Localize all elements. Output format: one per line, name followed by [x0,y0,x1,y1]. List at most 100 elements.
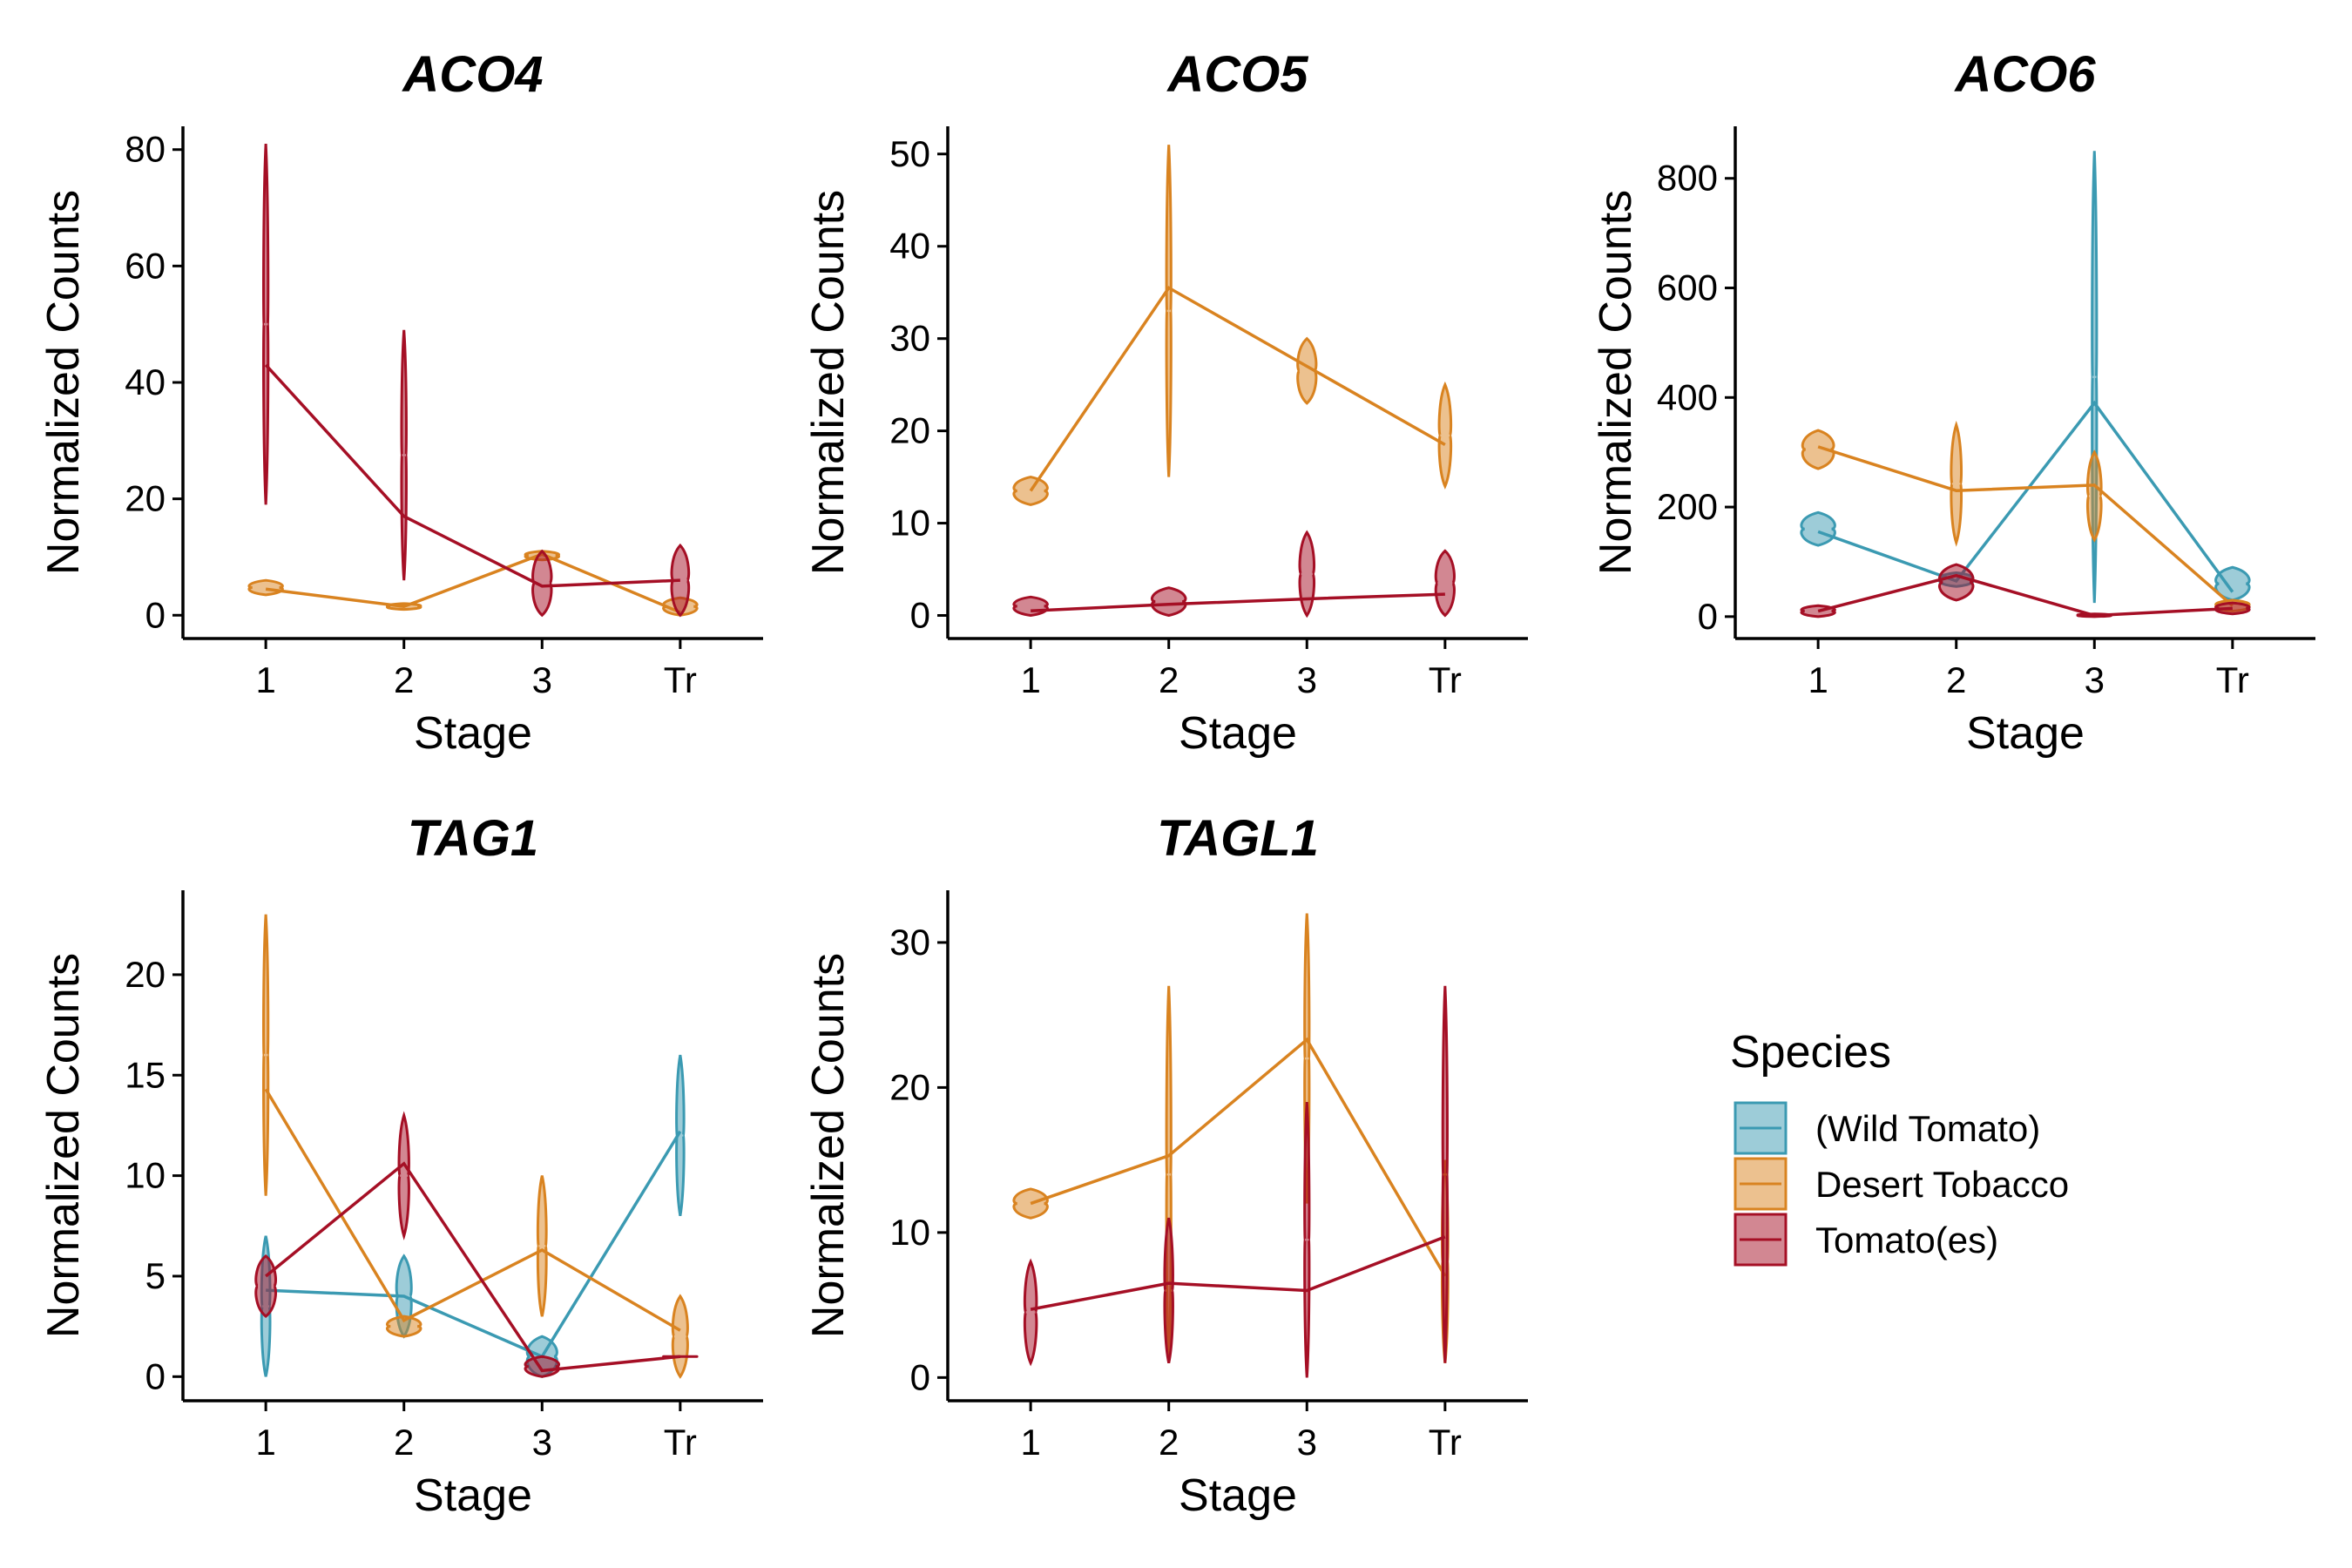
violin-desert-tobacco-2 [385,1315,422,1338]
x-tick-label: 3 [1297,1422,1317,1463]
mean-line-tomato-es [1031,592,1445,612]
violin-desert-tobacco-1 [1801,429,1835,470]
y-tick-label: 0 [910,1356,930,1397]
series-tomato-es [262,143,691,618]
y-tick-label: 800 [1657,158,1718,199]
violin-desert-tobacco-1 [262,914,270,1196]
y-tick-label: 20 [125,954,166,995]
y-axis-title: Normalized Counts [1591,190,1641,575]
legend-title: Species [1730,1027,1891,1078]
y-tick-label: 600 [1657,267,1718,308]
violin-desert-tobacco-tr [671,1294,689,1379]
y-axis-title: Normalized Counts [803,190,854,575]
y-axis-title: Normalized Counts [803,953,854,1338]
violin-desert-tobacco-3 [2085,449,2103,543]
violin-tomato-es-2 [397,1111,410,1240]
y-tick-label: 20 [125,478,166,519]
y-tick-label: 0 [910,595,930,636]
mean-line-wild-tomato [266,1130,682,1359]
y-tick-label: 5 [145,1255,166,1296]
mean-line-desert-tobacco [264,1088,681,1332]
series-tomato-es [1023,985,1449,1378]
y-tick-label: 10 [889,503,930,544]
violin-tomato-es-tr [1441,985,1449,1363]
y-tick-label: 400 [1657,376,1718,417]
x-axis-title: Stage [1179,1470,1297,1521]
violin-desert-tobacco-1 [1012,476,1049,506]
mean-line-desert-tobacco [1029,286,1446,492]
series-desert-tobacco [1012,145,1453,506]
x-tick-label: Tr [1429,1422,1462,1463]
violin-tomato-es-2 [1151,586,1187,618]
violin-tomato-es-1 [262,143,270,505]
series-desert-tobacco [262,914,689,1379]
x-tick-label: Tr [664,659,697,700]
panel-title: ACO4 [401,46,543,103]
x-axis-title: Stage [1966,708,2085,759]
violin-desert-tobacco-2 [1950,420,1963,547]
panel-tagl1: TAGL1 0 10 20 30 1 2 3 Tr Stage Normalized Counts [803,810,1528,1521]
violin-tomato-es-tr [2214,601,2251,616]
violin-tomato-es-3 [1303,1101,1311,1378]
x-tick-label: 1 [1808,659,1828,700]
x-tick-label: 1 [1020,659,1040,700]
legend: Species (Wild Tomato) Desert Tobacco Tomat… [1730,1027,2069,1267]
violin-tomato-es-2 [1163,1217,1174,1364]
x-tick-label: 3 [2085,659,2105,700]
violin-wild-tomato-tr [675,1054,686,1217]
violin-tomato-es-3 [1298,530,1316,618]
y-tick-label: 40 [125,362,166,402]
legend-label-wild-tomato: (Wild Tomato) [1815,1108,2040,1149]
y-tick-label: 10 [889,1212,930,1253]
series-tomato-es [1012,530,1456,618]
legend-label-desert-tobacco: Desert Tobacco [1815,1164,2069,1205]
y-tick-label: 10 [125,1155,166,1196]
panel-title: ACO5 [1166,46,1308,103]
mean-line-wild-tomato [1817,400,2234,593]
x-tick-label: 2 [1159,1422,1179,1463]
y-tick-label: 0 [145,594,166,635]
panel-tag1: TAG1 0 5 10 15 20 1 2 3 Tr Stage Normalized Counts [38,810,763,1521]
mean-line-tomato-es [1817,573,2233,618]
y-tick-label: 20 [889,410,930,451]
y-tick-label: 30 [889,318,930,359]
violin-tomato-es-1 [1023,1258,1038,1367]
legend-label-tomato-es: Tomato(es) [1815,1220,1998,1260]
series-tomato-es [1800,563,2251,618]
x-tick-label: 2 [394,659,414,700]
y-axis-title: Normalized Counts [38,953,89,1338]
panel-title: TAG1 [408,810,538,867]
series-wild-tomato [260,1054,686,1378]
series-desert-tobacco [1801,420,2251,613]
violin-desert-tobacco-tr [1437,381,1453,490]
x-axis-title: Stage [414,708,532,759]
x-tick-label: Tr [2216,659,2249,700]
x-axis-title: Stage [414,1470,532,1521]
mean-line-desert-tobacco [1817,445,2234,607]
x-tick-label: 3 [532,1422,552,1463]
panel-aco5: ACO5 0 10 20 30 40 50 1 2 3 Tr Stage Normalized Coun… [803,46,1528,759]
panel-title: TAGL1 [1157,810,1319,867]
x-tick-label: 2 [1946,659,1966,700]
mean-line-tomato-es [1030,1235,1446,1311]
y-tick-label: 50 [889,133,930,174]
x-tick-label: 1 [255,659,275,700]
x-tick-label: 3 [1297,659,1317,700]
mean-line-desert-tobacco [1030,1037,1447,1277]
y-tick-label: 40 [889,226,930,267]
x-tick-label: 1 [1020,1422,1040,1463]
x-tick-label: 2 [394,1422,414,1463]
violin-desert-tobacco-3 [536,1175,548,1317]
violin-desert-tobacco-1 [1012,1187,1049,1220]
violin-tomato-es-3 [524,1355,561,1378]
violin-desert-tobacco-2 [1165,145,1173,477]
violin-desert-tobacco-1 [247,578,284,597]
series-tomato-es [254,1111,699,1378]
legend-items: (Wild Tomato) Desert Tobacco Tomato(es) [1734,1101,2069,1267]
violin-wild-tomato-1 [1800,510,1836,547]
violin-tomato-es-1 [254,1254,278,1319]
y-tick-label: 60 [125,245,166,286]
violin-tomato-es-tr [670,543,691,618]
panel-aco6: ACO6 0 200 400 600 800 1 2 3 Tr Stage Normalized Co… [1591,46,2315,759]
mean-line-tomato-es [264,363,680,588]
